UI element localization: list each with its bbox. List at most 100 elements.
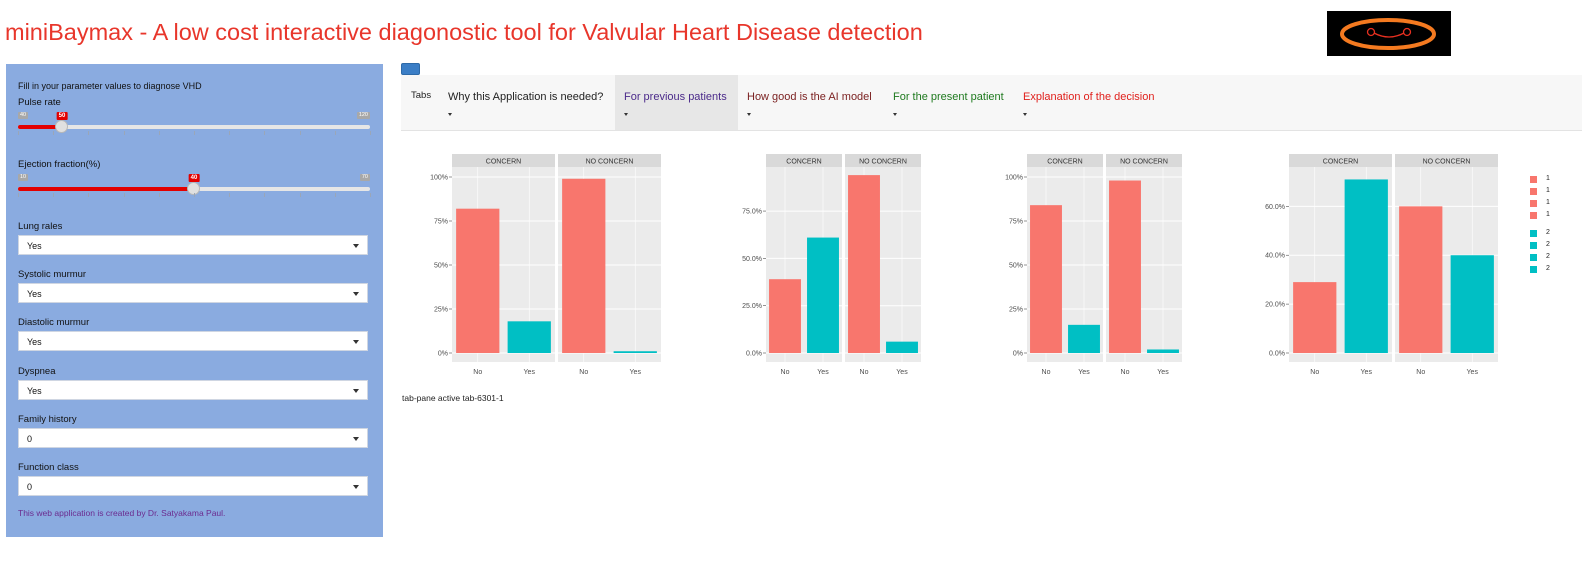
legend-label: 1 (1546, 175, 1550, 182)
pulse-rate-slider[interactable]: 40 120 50 (18, 112, 371, 152)
x-tick-label: Yes (1467, 369, 1479, 376)
bar (1147, 349, 1179, 353)
ejection-min-label: 10 (18, 174, 29, 181)
tab-why-needed[interactable]: Why this Application is needed? (439, 75, 615, 130)
dyspnea-label: Dyspnea (18, 366, 56, 377)
legend-swatch (1530, 188, 1537, 195)
pulse-min-label: 40 (18, 112, 29, 119)
dyspnea-value: Yes (27, 386, 42, 396)
facet-strip-label: NO CONCERN (586, 159, 634, 166)
tab-label: How good is the AI model (747, 91, 872, 103)
x-tick-label: No (1416, 369, 1425, 376)
diastolic-murmur-select[interactable]: Yes (18, 331, 368, 351)
slider-tick (53, 131, 55, 135)
slider-tick (229, 131, 231, 135)
tab-label: Explanation of the decision (1023, 91, 1155, 103)
diastolic-murmur-value: Yes (27, 337, 42, 347)
y-tick-label: 20.0% (1265, 302, 1285, 309)
tab-model-quality[interactable]: How good is the AI model (738, 75, 884, 130)
bar (1450, 255, 1494, 353)
slider-tick (18, 193, 19, 197)
legend-item: 1 (1530, 199, 1570, 209)
y-tick-label: 75.0% (742, 209, 762, 216)
bar (456, 208, 500, 353)
x-tick-label: No (579, 369, 588, 376)
tab-explanation[interactable]: Explanation of the decision (1014, 75, 1174, 130)
slider-tick (229, 193, 231, 197)
x-tick-label: No (1121, 369, 1130, 376)
facet-strip (1027, 154, 1103, 167)
chevron-down-icon (353, 244, 359, 248)
tabs-label: Tabs (411, 90, 432, 101)
slider-tick (334, 131, 336, 135)
slider-fill (18, 125, 62, 129)
facet-strip (845, 154, 921, 167)
function-class-select[interactable]: 0 (18, 476, 368, 496)
slider-tick (299, 193, 301, 197)
slider-tick (299, 131, 301, 135)
legend-swatch (1530, 266, 1537, 273)
y-tick-label: 100% (430, 175, 448, 182)
tab-previous-patients[interactable]: For previous patients (615, 75, 738, 130)
facet-strip (452, 154, 555, 167)
family-history-select[interactable]: 0 (18, 428, 368, 448)
facet-strip (1106, 154, 1182, 167)
legend-item: 2 (1530, 265, 1570, 275)
slider-handle[interactable] (55, 120, 68, 133)
sidebar-toggle-button[interactable] (401, 63, 420, 75)
facet-strip (1395, 154, 1498, 167)
bar (769, 279, 801, 353)
chevron-down-icon (353, 389, 359, 393)
legend-item: 1 (1530, 175, 1570, 185)
slider-fill (18, 187, 194, 191)
facet-strip-label: CONCERN (786, 159, 821, 166)
facet-strip-label: NO CONCERN (1120, 159, 1168, 166)
legend-swatch (1530, 230, 1537, 237)
slider-track[interactable] (18, 125, 370, 129)
slider-tick (53, 193, 55, 197)
slider-tick (18, 131, 19, 135)
slider-tick (194, 131, 195, 135)
author-credit: This web application is created by Dr. S… (18, 508, 226, 518)
dyspnea-select[interactable]: Yes (18, 380, 368, 400)
bar (886, 341, 918, 353)
tab-label: For previous patients (624, 91, 727, 103)
y-tick-label: 50% (1009, 263, 1023, 270)
ejection-fraction-slider[interactable]: 10 70 40 (18, 174, 371, 214)
caret-down-icon (624, 113, 628, 116)
pulse-max-label: 120 (356, 112, 370, 119)
y-tick-label: 0% (438, 351, 448, 358)
x-tick-label: No (1042, 369, 1051, 376)
slider-handle[interactable] (187, 182, 200, 195)
systolic-murmur-select[interactable]: Yes (18, 283, 368, 303)
ejection-fraction-label: Ejection fraction(%) (18, 159, 101, 170)
sidebar-panel: Fill in your parameter values to diagnos… (6, 64, 383, 537)
y-tick-label: 75% (434, 219, 448, 226)
legend-label: 2 (1546, 229, 1550, 236)
bar (507, 321, 551, 353)
family-history-value: 0 (27, 434, 33, 444)
bar (613, 351, 657, 353)
y-tick-label: 75% (1009, 219, 1023, 226)
y-tick-label: 40.0% (1265, 253, 1285, 260)
slider-ticks (18, 131, 371, 137)
pulse-value-label: 50 (56, 112, 68, 120)
slider-ticks (18, 193, 371, 199)
x-tick-label: Yes (1157, 369, 1169, 376)
x-tick-label: No (473, 369, 482, 376)
slider-tick (264, 193, 266, 197)
bar (1293, 282, 1337, 353)
diastolic-murmur-label: Diastolic murmur (18, 317, 90, 328)
slider-tick (88, 193, 90, 197)
slider-tick (88, 131, 90, 135)
caret-down-icon (1023, 113, 1027, 116)
y-tick-label: 100% (1005, 175, 1023, 182)
legend-item: 2 (1530, 241, 1570, 251)
lung-rales-select[interactable]: Yes (18, 235, 368, 255)
tab-bar: Tabs Why this Application is needed? For… (401, 75, 1582, 131)
legend-swatch (1530, 254, 1537, 261)
facet-strip (558, 154, 661, 167)
y-tick-label: 25.0% (742, 303, 762, 310)
tab-present-patient[interactable]: For the present patient (884, 75, 1014, 130)
legend-item: 1 (1530, 187, 1570, 197)
